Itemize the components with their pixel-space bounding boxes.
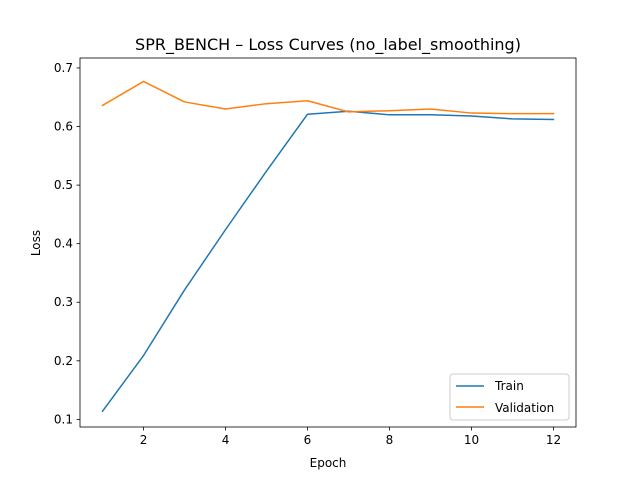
y-tick-label: 0.2 [54,354,73,368]
legend: Train Validation [449,373,570,421]
legend-label-train: Train [494,379,524,393]
y-tick-label: 0.5 [54,178,73,192]
x-tick-label: 8 [386,433,394,447]
x-axis-ticks: 2 4 6 8 10 12 [140,427,561,447]
plot-lines [101,80,555,413]
chart-title: SPR_BENCH – Loss Curves (no_label_smooth… [135,35,521,55]
plot-frame [79,57,577,428]
x-tick-label: 4 [222,433,230,447]
y-tick-label: 0.1 [54,412,73,426]
x-tick-label: 10 [464,433,479,447]
x-tick-label: 2 [140,433,148,447]
x-tick-label: 12 [546,433,561,447]
legend-label-validation: Validation [495,401,554,415]
y-axis-ticks: 0.1 0.2 0.3 0.4 0.5 0.6 0.7 [54,61,80,426]
y-tick-label: 0.7 [54,61,73,75]
y-tick-label: 0.3 [54,295,73,309]
x-axis-label: Epoch [310,456,347,470]
y-tick-label: 0.6 [54,120,73,134]
y-tick-label: 0.4 [54,237,73,251]
series-line-validation [101,80,555,115]
series-line-train [101,110,555,413]
x-tick-label: 6 [304,433,312,447]
y-axis-label: Loss [29,230,43,256]
